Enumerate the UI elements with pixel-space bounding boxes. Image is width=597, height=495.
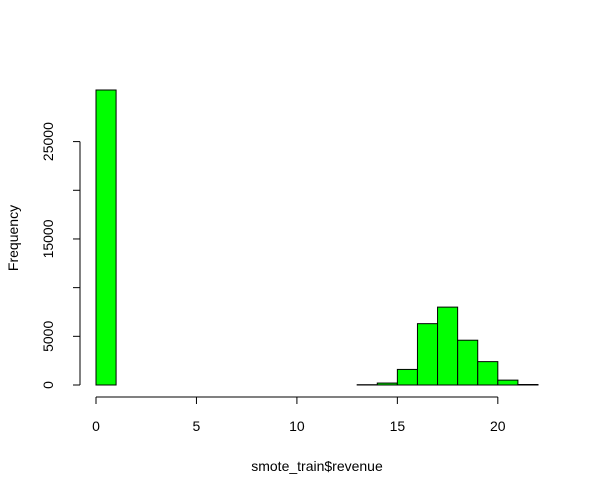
- y-axis: 0 5000 15000 25000: [40, 122, 81, 389]
- x-tick-label: 5: [193, 418, 201, 434]
- x-tick-label: 10: [289, 418, 305, 434]
- x-tick-label: 0: [92, 418, 100, 434]
- x-tick-label: 20: [490, 418, 506, 434]
- histogram-bar-16: [416, 323, 439, 386]
- y-tick-label: 5000: [40, 321, 56, 352]
- histogram-bar-19: [477, 361, 499, 386]
- x-axis: 0 5 10 15 20: [92, 396, 506, 434]
- histogram-bar-18: [457, 339, 479, 386]
- y-tick-label: 25000: [40, 122, 56, 161]
- y-tick-label: 0: [40, 381, 56, 389]
- x-tick-label: 15: [390, 418, 406, 434]
- histogram-bar-0: [95, 89, 117, 386]
- bars-group: [95, 89, 539, 386]
- y-axis-title: Frequency: [5, 205, 21, 271]
- histogram-bar-17: [437, 306, 459, 386]
- histogram-bar-14: [376, 382, 398, 386]
- x-axis-title: smote_train$revenue: [251, 458, 383, 474]
- histogram-bar-20: [497, 379, 519, 386]
- y-tick-label: 15000: [40, 219, 56, 258]
- histogram-bar-15: [396, 368, 418, 386]
